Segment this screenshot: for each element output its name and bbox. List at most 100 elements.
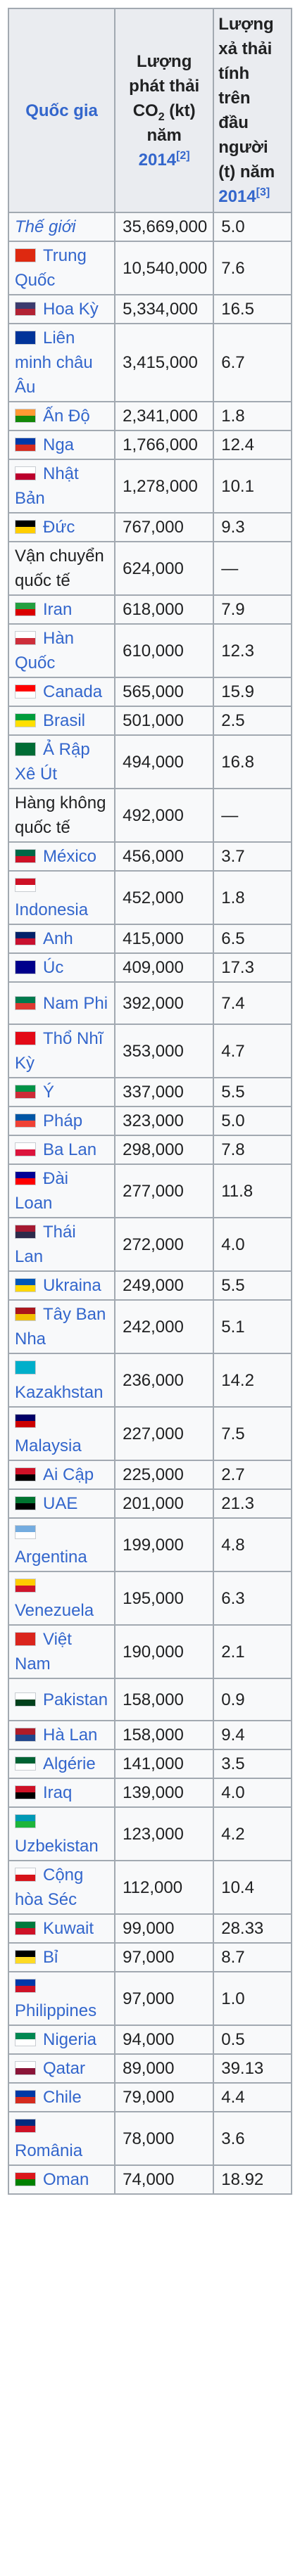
country-cell: Hà Lan: [7, 1720, 116, 1750]
table-row: Ả Rập Xê Út 494,000 16.8: [7, 734, 292, 789]
header-total-reference-link[interactable]: [2]: [176, 149, 190, 162]
country-link[interactable]: Qatar: [43, 2059, 86, 2078]
header-percap-year-link[interactable]: 2014: [218, 187, 256, 206]
country-link[interactable]: Hàn Quốc: [15, 629, 75, 672]
country-link[interactable]: Anh: [43, 929, 73, 948]
table-header-row: Quốc gia Lượng phát thải CO2 (kt) năm 20…: [7, 8, 292, 213]
country-link[interactable]: Ba Lan: [43, 1140, 97, 1159]
table-body: Thế giới 35,669,000 5.0 Trung Quốc 10,540,00…: [7, 212, 292, 2195]
country-link[interactable]: Ý: [43, 1083, 55, 1102]
flag-taiwan-icon: [15, 1171, 36, 1185]
country-link[interactable]: Đức: [43, 518, 75, 537]
country-link[interactable]: Nigeria: [43, 2030, 97, 2049]
country-link[interactable]: Canada: [43, 682, 103, 701]
country-link[interactable]: Indonesia: [15, 900, 89, 919]
total-emissions-cell: 199,000: [114, 1517, 215, 1572]
flag-romania-icon: [15, 2119, 36, 2133]
per-capita-cell: 4.4: [213, 2082, 292, 2112]
country-link[interactable]: Ai Cập: [43, 1465, 94, 1484]
per-capita-cell: 7.6: [213, 241, 292, 295]
country-link[interactable]: Hoa Kỳ: [43, 300, 99, 319]
table-row: Hàn Quốc 610,000 12.3: [7, 623, 292, 678]
header-percap-reference-link[interactable]: [3]: [256, 186, 270, 198]
per-capita-cell: 12.4: [213, 430, 292, 460]
country-link[interactable]: Algérie: [43, 1754, 96, 1773]
country-link[interactable]: Iraq: [43, 1783, 73, 1802]
country-link[interactable]: Kuwait: [43, 1919, 94, 1938]
country-link[interactable]: UAE: [43, 1494, 78, 1513]
country-link[interactable]: Liên minh châu Âu: [15, 329, 93, 397]
country-link[interactable]: Ukraina: [43, 1276, 101, 1295]
flag-iran-icon: [15, 602, 36, 616]
total-emissions-cell: 94,000: [114, 2025, 215, 2055]
country-cell: Ukraina: [7, 1270, 116, 1301]
country-link[interactable]: Venezuela: [15, 1601, 94, 1620]
per-capita-cell: 1.8: [213, 401, 292, 431]
country-link[interactable]: Ả Rập Xê Út: [15, 740, 90, 784]
header-country-label: Quốc gia: [25, 101, 98, 120]
per-capita-cell: 7.9: [213, 594, 292, 625]
country-cell: Pháp: [7, 1106, 116, 1136]
country-link[interactable]: Bỉ: [43, 1948, 58, 1967]
country-cell: Tây Ban Nha: [7, 1299, 116, 1354]
country-link[interactable]: Pháp: [43, 1111, 83, 1130]
country-link[interactable]: Nga: [43, 435, 75, 454]
flag-iraq-icon: [15, 1785, 36, 1799]
country-cell: Uzbekistan: [7, 1806, 116, 1861]
flag-saudi-arabia-icon: [15, 742, 36, 756]
country-link[interactable]: Nam Phi: [43, 993, 108, 1013]
flag-brazil-icon: [15, 713, 36, 727]
total-emissions-cell: 97,000: [114, 1971, 215, 2026]
country-cell: Kazakhstan: [7, 1353, 116, 1408]
country-link[interactable]: Việt Nam: [15, 1630, 72, 1673]
country-link[interactable]: Pakistan: [43, 1690, 108, 1709]
country-link[interactable]: Tây Ban Nha: [15, 1305, 106, 1348]
header-country-sortable[interactable]: Quốc gia: [7, 8, 116, 213]
per-capita-cell: —: [213, 541, 292, 596]
flag-turkey-icon: [15, 1031, 36, 1045]
country-link[interactable]: Nhật Bản: [15, 464, 79, 508]
country-link[interactable]: Kazakhstan: [15, 1383, 104, 1402]
per-capita-cell: 6.3: [213, 1571, 292, 1626]
country-link[interactable]: Philippines: [15, 2001, 97, 2020]
country-link[interactable]: România: [15, 2141, 83, 2160]
country-link[interactable]: Argentina: [15, 1548, 87, 1567]
total-emissions-cell: 501,000: [114, 706, 215, 736]
country-link[interactable]: Iran: [43, 600, 73, 619]
header-per-capita-sortable[interactable]: Lượng xả thải tính trên đầu người (t) nă…: [213, 8, 292, 213]
per-capita-cell: 4.2: [213, 1806, 292, 1861]
country-link[interactable]: Úc: [43, 958, 64, 977]
flag-czech-icon: [15, 1868, 36, 1882]
country-link[interactable]: México: [43, 847, 97, 866]
per-capita-cell: 5.5: [213, 1077, 292, 1107]
header-percap-line5: đầu: [218, 113, 249, 132]
table-row: Malaysia 227,000 7.5: [7, 1406, 292, 1461]
country-link[interactable]: Đài Loan: [15, 1169, 69, 1213]
country-link[interactable]: Trung Quốc: [15, 246, 87, 290]
flag-india-icon: [15, 409, 36, 423]
flag-qatar-icon: [15, 2061, 36, 2075]
country-link[interactable]: Malaysia: [15, 1436, 82, 1455]
country-cell: UAE: [7, 1488, 116, 1519]
country-link[interactable]: Thái Lan: [15, 1223, 76, 1266]
country-link[interactable]: Hà Lan: [43, 1726, 98, 1745]
country-link[interactable]: Uzbekistan: [15, 1837, 99, 1856]
country-link[interactable]: Brasil: [43, 711, 86, 730]
total-emissions-cell: 272,000: [114, 1217, 215, 1272]
country-link[interactable]: Chile: [43, 2088, 82, 2107]
per-capita-cell: 16.5: [213, 294, 292, 324]
country-link[interactable]: Thế giới: [15, 217, 76, 236]
per-capita-cell: 6.5: [213, 924, 292, 954]
header-total-emissions-sortable[interactable]: Lượng phát thải CO2 (kt) năm 2014[2]: [114, 8, 215, 213]
per-capita-cell: 0.5: [213, 2025, 292, 2055]
total-emissions-cell: 225,000: [114, 1460, 215, 1490]
country-link[interactable]: Oman: [43, 2170, 89, 2189]
country-link[interactable]: Cộng hòa Séc: [15, 1866, 84, 1909]
country-link[interactable]: Ấn Độ: [43, 407, 90, 426]
country-link[interactable]: Thổ Nhĩ Kỳ: [15, 1029, 104, 1073]
header-total-year-link[interactable]: 2014: [138, 150, 177, 170]
total-emissions-cell: 456,000: [114, 841, 215, 872]
header-percap-line1: Lượng: [218, 15, 274, 34]
table-row: Canada 565,000 15.9: [7, 677, 292, 707]
country-cell: Hàng không quốc tế: [7, 788, 116, 843]
